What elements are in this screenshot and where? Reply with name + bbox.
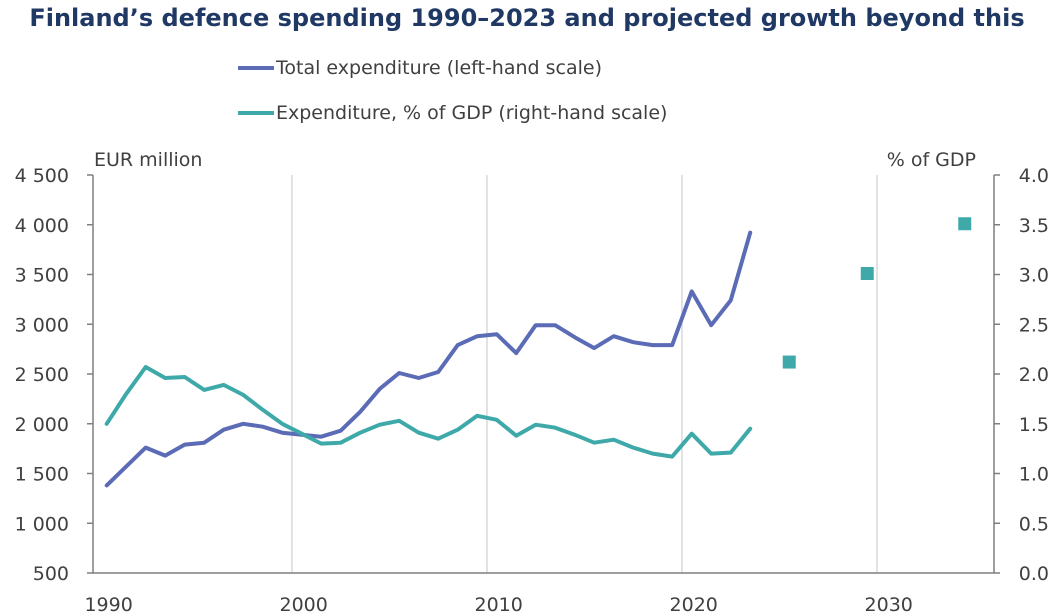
legend-label-gdp: Expenditure, % of GDP (right-hand scale) xyxy=(276,102,668,124)
left-tick-label: 2 500 xyxy=(15,364,69,386)
x-tick-label: 2010 xyxy=(475,594,523,616)
left-tick-label: 1 000 xyxy=(15,513,69,535)
right-tick-label: 0.5 xyxy=(1019,513,1049,535)
x-tick-label: 1990 xyxy=(84,594,132,616)
x-tick-label: 2000 xyxy=(279,594,327,616)
projection-marker xyxy=(958,217,972,231)
projection-marker xyxy=(860,267,874,281)
left-axis-title: EUR million xyxy=(94,149,202,171)
gridlines xyxy=(291,175,878,573)
projection-marker xyxy=(782,355,796,369)
left-tick-label: 4 000 xyxy=(15,215,69,237)
right-tick-label: 1.5 xyxy=(1019,414,1049,436)
x-tick-label: 2030 xyxy=(865,594,913,616)
legend-item-gdp: Expenditure, % of GDP (right-hand scale) xyxy=(238,98,667,128)
x-tick-label: 2020 xyxy=(670,594,718,616)
right-tick-label: 2.0 xyxy=(1019,364,1049,386)
legend-item-total: Total expenditure (left-hand scale) xyxy=(238,53,602,83)
left-tick-label: 1 500 xyxy=(15,464,69,486)
right-tick-label: 4.0 xyxy=(1019,165,1049,187)
legend-label-total: Total expenditure (left-hand scale) xyxy=(276,57,602,79)
right-tick-label: 1.0 xyxy=(1019,464,1049,486)
right-tick-label: 3.0 xyxy=(1019,265,1049,287)
right-axis-title: % of GDP xyxy=(887,149,976,171)
left-tick-label: 500 xyxy=(33,563,69,585)
legend-swatch-total xyxy=(238,66,274,70)
axes: 500 1 000 1 500 2 000 2 500 3 000 3 500 4 000 4 … xyxy=(15,165,1049,616)
legend-swatch-gdp xyxy=(238,111,274,115)
right-tick-label: 2.5 xyxy=(1019,314,1049,336)
left-tick-label: 4 500 xyxy=(15,165,69,187)
left-tick-label: 3 000 xyxy=(15,314,69,336)
left-tick-label: 2 000 xyxy=(15,414,69,436)
right-tick-label: 3.5 xyxy=(1019,215,1049,237)
series xyxy=(104,217,972,488)
right-tick-label: 0.0 xyxy=(1019,563,1049,585)
series-line-gdp xyxy=(104,365,753,459)
chart-title: Finland’s defence spending 1990–2023 and… xyxy=(29,4,1025,32)
left-tick-label: 3 500 xyxy=(15,265,69,287)
series-line-total xyxy=(104,230,753,488)
